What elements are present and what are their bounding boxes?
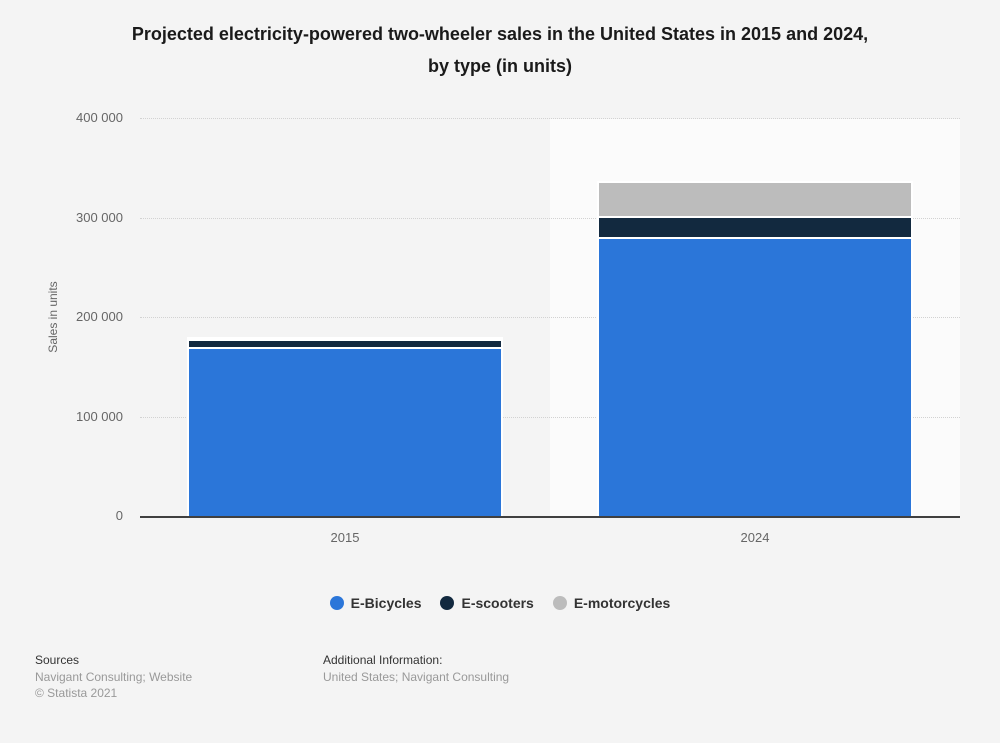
sources-block: Sources Navigant Consulting; Website © S…	[35, 652, 192, 701]
gridline-100000	[140, 417, 960, 418]
sources-label: Sources	[35, 653, 80, 667]
bar-2015-e-scooters-segment[interactable]	[187, 339, 503, 347]
additional-info-block: Additional Information: United States; N…	[323, 652, 509, 685]
bar-2015-e-motorcycles-segment[interactable]	[187, 337, 503, 340]
chart-title: Projected electricity-powered two-wheele…	[0, 18, 1000, 82]
y-axis-title: Sales in units	[46, 281, 60, 353]
plot-area: 0 100 000 200 000 300 000 400 000 Sales in u…	[46, 110, 960, 545]
x-tick-label-2024: 2024	[740, 530, 770, 545]
bar-2024-e-motorcycles-segment[interactable]	[597, 180, 913, 217]
e-scooters-legend-dot-icon	[440, 596, 455, 610]
y-tick-label-300000: 300 000	[76, 210, 123, 225]
additional-info-label: Additional Information:	[323, 653, 443, 667]
sources-text: Navigant Consulting; Website	[35, 670, 193, 684]
gridline-200000	[140, 317, 960, 318]
legend-label-e-bicycles: E-Bicycles	[350, 595, 422, 611]
y-tick-label-400000: 400 000	[76, 110, 123, 125]
chart-title-line2: by type (in units)	[428, 56, 572, 76]
chart-title-line1: Projected electricity-powered two-wheele…	[131, 24, 869, 44]
e-motorcycles-legend-dot-icon	[552, 596, 567, 610]
copyright-text: © Statista 2021	[35, 686, 118, 700]
bar-2024-e-scooters-segment[interactable]	[597, 216, 913, 238]
x-tick-label-2015: 2015	[330, 530, 360, 545]
legend-label-e-scooters: E-scooters	[461, 595, 534, 611]
y-tick-label-100000: 100 000	[76, 409, 123, 424]
legend-item-e-bicycles[interactable]: E-Bicycles	[329, 595, 422, 611]
additional-info-text: United States; Navigant Consulting	[323, 670, 510, 684]
legend: E-Bicycles E-scooters E-motorcycles	[0, 595, 1000, 611]
gridline-400000	[140, 118, 960, 119]
bar-2024[interactable]	[597, 180, 913, 516]
e-bicycles-legend-dot-icon	[329, 596, 344, 610]
legend-item-e-scooters[interactable]: E-scooters	[440, 595, 534, 611]
legend-label-e-motorcycles: E-motorcycles	[573, 595, 671, 611]
bar-2015-e-bicycles-segment[interactable]	[187, 346, 503, 516]
bar-2024-e-bicycles-segment[interactable]	[597, 237, 913, 516]
gridline-300000	[140, 218, 960, 219]
legend-item-e-motorcycles[interactable]: E-motorcycles	[552, 595, 671, 611]
x-axis-line	[140, 516, 960, 518]
y-tick-label-200000: 200 000	[76, 309, 123, 324]
y-tick-label-0: 0	[115, 508, 123, 523]
bar-2015[interactable]	[187, 337, 503, 516]
